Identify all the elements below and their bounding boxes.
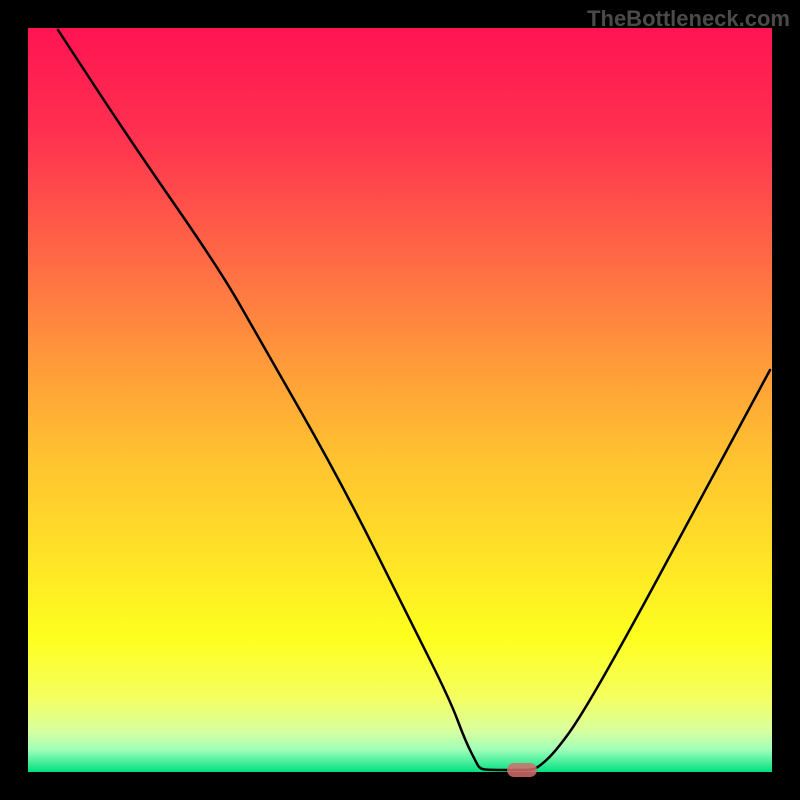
attribution-label: TheBottleneck.com [587, 6, 790, 32]
optimal-marker [507, 763, 537, 777]
heat-gradient-background [28, 28, 772, 772]
chart-container: TheBottleneck.com [0, 0, 800, 800]
bottleneck-chart [0, 0, 800, 800]
